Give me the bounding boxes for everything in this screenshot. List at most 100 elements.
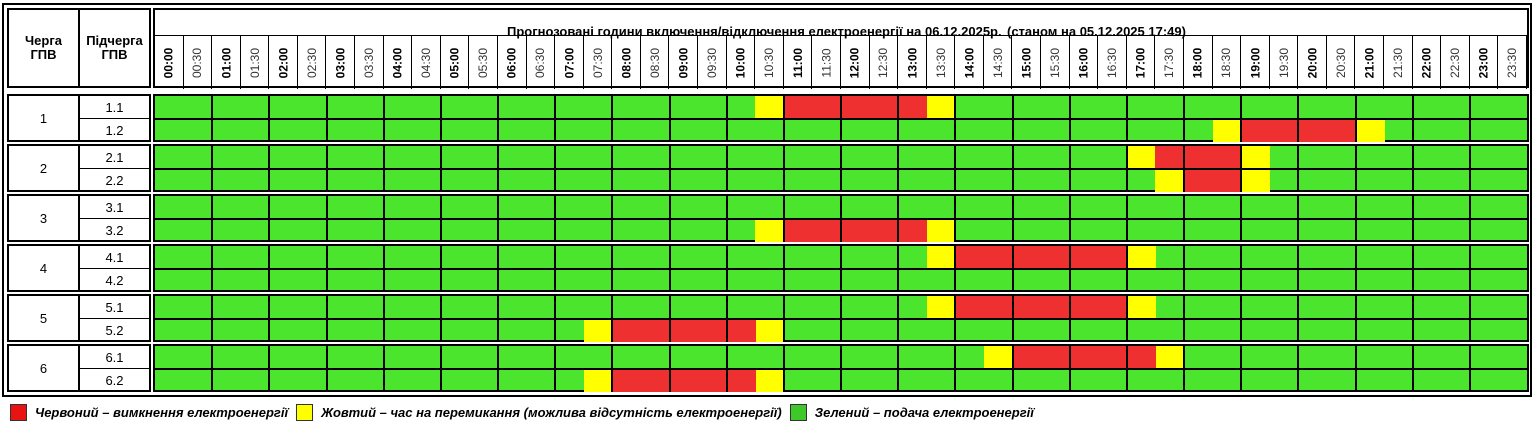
outage-slot (1041, 246, 1071, 269)
hour-divider (439, 269, 442, 292)
time-slot-header: 15:30 (1041, 36, 1070, 89)
hour-divider (1068, 169, 1071, 192)
hour-divider (497, 219, 499, 242)
hour-divider (554, 369, 557, 392)
hour-divider (611, 119, 614, 142)
hour-divider (1125, 219, 1128, 242)
hour-divider (1240, 269, 1243, 292)
subqueue-label: 6.2 (105, 372, 124, 388)
hour-divider (782, 146, 785, 169)
outage-slot (1184, 146, 1214, 169)
hour-divider (668, 269, 671, 292)
hour-divider (1125, 296, 1128, 319)
subqueue-header: Підчерга ГПВ (78, 8, 151, 88)
time-slot-label: 03:30 (361, 47, 376, 78)
hour-divider (611, 169, 614, 192)
time-slot-label: 17:30 (1162, 47, 1177, 78)
hour-divider (668, 319, 671, 342)
hour-divider (268, 246, 271, 269)
hour-divider (1068, 296, 1071, 319)
time-slot-label: 14:00 (962, 47, 977, 78)
subqueue-label: 4.2 (105, 272, 124, 288)
hour-divider (1240, 169, 1243, 192)
hour-divider (954, 369, 957, 392)
outage-slot (783, 219, 813, 242)
outage-slot (612, 369, 642, 392)
hour-divider (725, 96, 728, 119)
outage-slot (1012, 296, 1042, 319)
row-divider (155, 268, 1527, 270)
queue-cell: 1 (7, 94, 80, 142)
outage-slot (783, 96, 813, 119)
hour-divider (1468, 246, 1471, 269)
hour-divider (1354, 296, 1357, 319)
hour-divider (268, 219, 271, 242)
time-slot-label: 09:30 (704, 47, 719, 78)
legend-green: Зелений – подача електроенергії (789, 404, 1034, 421)
outage-slot (898, 96, 928, 119)
time-slot-label: 21:00 (1362, 47, 1377, 78)
hour-divider (1411, 119, 1414, 142)
hour-divider (668, 119, 671, 142)
hour-divider (668, 96, 671, 119)
hour-divider (211, 369, 214, 392)
hour-divider (954, 196, 957, 219)
yellow-swatch-icon (296, 404, 314, 421)
switching-slot (583, 319, 613, 342)
hour-divider (1240, 119, 1243, 142)
outage-slot (1041, 296, 1071, 319)
outage-slot (1155, 146, 1185, 169)
time-slot-label: 22:00 (1419, 47, 1434, 78)
outage-slot (726, 369, 756, 392)
hour-divider (554, 269, 557, 292)
time-slot-header: 18:00 (1184, 36, 1213, 89)
hour-divider (1297, 369, 1300, 392)
time-slot-header: 07:00 (555, 36, 584, 89)
hour-divider (1068, 369, 1071, 392)
time-slot-label: 23:00 (1476, 47, 1491, 78)
hour-divider (1183, 269, 1185, 292)
hour-divider (1011, 296, 1014, 319)
time-slot-header: 06:00 (498, 36, 527, 89)
outage-slot (1098, 246, 1128, 269)
hour-divider (725, 296, 728, 319)
hour-divider (1354, 346, 1357, 369)
hour-divider (325, 96, 328, 119)
switching-slot (755, 319, 785, 342)
hour-divider (382, 169, 385, 192)
hour-divider (211, 169, 214, 192)
hour-divider (1297, 246, 1300, 269)
hour-divider (668, 369, 671, 392)
hour-divider (1468, 346, 1471, 369)
switching-slot (1241, 146, 1271, 169)
hour-divider (211, 146, 214, 169)
time-slot-label: 19:00 (1247, 47, 1262, 78)
hour-divider (668, 346, 671, 369)
hour-divider (840, 146, 842, 169)
queue-cell: 5 (7, 294, 80, 342)
time-slot-label: 12:30 (876, 47, 891, 78)
hour-divider (1183, 319, 1185, 342)
hour-divider (611, 146, 614, 169)
time-slot-header: 05:30 (469, 36, 498, 89)
hour-divider (1411, 246, 1414, 269)
hour-divider (439, 96, 442, 119)
hour-divider (668, 196, 671, 219)
time-slot-label: 08:00 (619, 47, 634, 78)
hour-divider (1297, 96, 1300, 119)
hour-divider (497, 96, 499, 119)
hour-divider (439, 369, 442, 392)
schedule-row (155, 146, 1527, 169)
hour-divider (725, 369, 728, 392)
hour-divider (1068, 96, 1071, 119)
hour-divider (1125, 319, 1128, 342)
queue-cell: 4 (7, 244, 80, 292)
hour-divider (840, 346, 842, 369)
timeline-header: Прогнозовані години включення/відключенн… (153, 8, 1529, 89)
hour-divider (211, 96, 214, 119)
hour-divider (497, 319, 499, 342)
hour-divider (954, 346, 957, 369)
time-slot-header: 20:00 (1298, 36, 1327, 89)
hour-divider (1468, 296, 1471, 319)
hour-divider (439, 246, 442, 269)
